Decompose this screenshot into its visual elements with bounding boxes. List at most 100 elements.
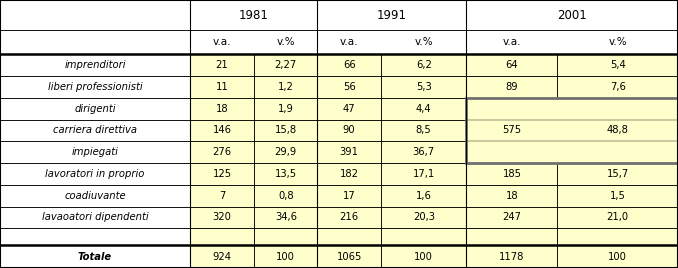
Text: v.%: v.%	[608, 38, 627, 47]
Bar	[317, 76, 381, 98]
Text: 15,7: 15,7	[607, 169, 629, 179]
Bar	[0, 31, 678, 54]
Bar	[0, 0, 678, 31]
Text: 1,6: 1,6	[416, 191, 432, 201]
Bar	[254, 207, 317, 228]
Text: 0,8: 0,8	[278, 191, 294, 201]
Bar	[0, 228, 190, 245]
Bar	[254, 141, 317, 163]
Text: lavaoatori dipendenti: lavaoatori dipendenti	[41, 212, 148, 222]
Text: 5,3: 5,3	[416, 82, 432, 92]
Bar	[254, 185, 317, 207]
Bar	[254, 120, 317, 141]
Text: v.a.: v.a.	[213, 38, 231, 47]
Bar	[317, 76, 381, 98]
Bar	[381, 228, 466, 245]
Bar	[381, 98, 466, 120]
Bar	[557, 54, 678, 76]
Bar	[190, 76, 254, 98]
Text: 8,5: 8,5	[416, 125, 432, 135]
Bar	[254, 54, 317, 76]
Bar	[0, 54, 190, 76]
Bar	[557, 207, 678, 228]
Bar	[381, 207, 466, 228]
Bar	[557, 163, 678, 185]
Bar	[0, 141, 190, 163]
Bar	[557, 185, 678, 207]
Bar	[254, 98, 317, 120]
Text: v.a.: v.a.	[502, 38, 521, 47]
Bar	[466, 54, 557, 76]
Bar	[381, 163, 466, 185]
Bar	[466, 185, 557, 207]
Bar	[317, 228, 381, 245]
Bar	[254, 141, 317, 163]
Text: 48,8: 48,8	[607, 125, 629, 135]
Bar	[317, 228, 381, 245]
Bar	[254, 120, 317, 141]
Bar	[190, 228, 254, 245]
Bar	[317, 98, 381, 120]
Text: 13,5: 13,5	[275, 169, 297, 179]
Bar	[381, 98, 466, 120]
Text: 125: 125	[212, 169, 232, 179]
Text: 182: 182	[340, 169, 359, 179]
Text: 6,2: 6,2	[416, 60, 432, 70]
Bar	[0, 245, 190, 268]
Text: 18: 18	[216, 104, 228, 114]
Bar	[466, 245, 557, 268]
Text: v.%: v.%	[414, 38, 433, 47]
Bar	[381, 76, 466, 98]
Text: 247: 247	[502, 212, 521, 222]
Bar	[466, 185, 557, 207]
Text: 100: 100	[608, 252, 627, 262]
Text: v.a.: v.a.	[340, 38, 359, 47]
Bar	[317, 141, 381, 163]
Text: 391: 391	[340, 147, 359, 157]
Text: 18: 18	[506, 191, 518, 201]
Bar	[381, 245, 466, 268]
Text: liberi professionisti: liberi professionisti	[47, 82, 142, 92]
Text: 21,0: 21,0	[607, 212, 629, 222]
Bar	[0, 228, 190, 245]
Text: 7: 7	[219, 191, 225, 201]
Bar	[466, 98, 678, 163]
Bar	[0, 163, 190, 185]
Bar	[466, 98, 678, 163]
Bar	[466, 228, 557, 245]
Bar	[254, 245, 317, 268]
Bar	[466, 245, 557, 268]
Text: dirigenti: dirigenti	[74, 104, 116, 114]
Bar	[0, 207, 190, 228]
Bar	[254, 185, 317, 207]
Bar	[317, 120, 381, 141]
Text: 56: 56	[343, 82, 355, 92]
Bar	[0, 120, 190, 141]
Text: 1065: 1065	[336, 252, 362, 262]
Text: 146: 146	[212, 125, 232, 135]
Text: 1981: 1981	[239, 9, 268, 22]
Bar	[190, 54, 254, 76]
Bar	[317, 163, 381, 185]
Text: 5,4: 5,4	[610, 60, 626, 70]
Text: 15,8: 15,8	[275, 125, 297, 135]
Bar	[190, 163, 254, 185]
Text: 17,1: 17,1	[413, 169, 435, 179]
Bar	[557, 228, 678, 245]
Text: 20,3: 20,3	[413, 212, 435, 222]
Bar	[381, 228, 466, 245]
Bar	[381, 120, 466, 141]
Bar	[557, 228, 678, 245]
Text: 21: 21	[216, 60, 228, 70]
Text: 320: 320	[213, 212, 231, 222]
Bar	[0, 76, 190, 98]
Bar	[381, 54, 466, 76]
Bar	[190, 98, 254, 120]
Bar	[190, 54, 254, 76]
Bar	[317, 120, 381, 141]
Bar	[466, 207, 557, 228]
Bar	[190, 245, 254, 268]
Bar	[317, 207, 381, 228]
Bar	[254, 163, 317, 185]
Bar	[557, 76, 678, 98]
